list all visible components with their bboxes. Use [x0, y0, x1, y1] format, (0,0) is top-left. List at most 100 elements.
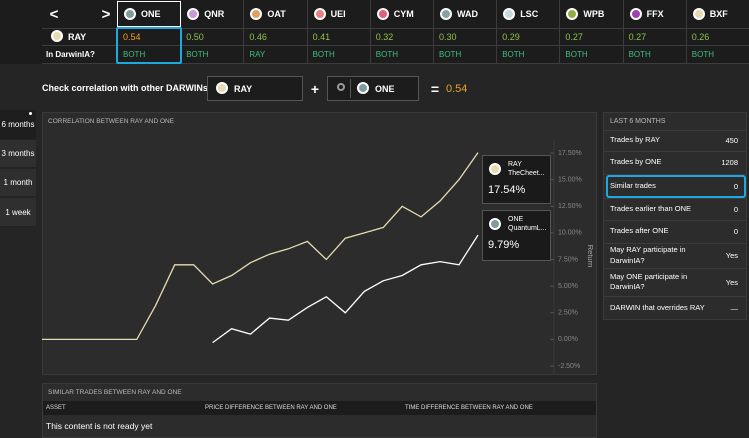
column-divider [559, 0, 561, 64]
y-tick-label: 17.50% [558, 150, 582, 157]
column-divider [433, 0, 434, 64]
column-divider [496, 0, 498, 64]
tooltip-value: 9.79% [488, 239, 520, 251]
period-tab[interactable]: 6 months [0, 110, 36, 140]
darwin-name[interactable]: OAT [267, 9, 286, 19]
panel-title: SIMILAR TRADES BETWEEN RAY AND ONE [48, 388, 182, 396]
correlation-value: 0.50 [186, 31, 204, 42]
column-header: PRICE DIFFERENCE BETWEEN RAY AND ONE [205, 405, 337, 411]
stats-value: — [730, 303, 739, 313]
correlation-value: 0.30 [439, 31, 457, 42]
darwinia-value: BOTH [628, 49, 651, 59]
stats-row-divider [604, 296, 746, 297]
plus: + [310, 80, 320, 97]
active-dot [29, 112, 32, 115]
right-value: ONE [375, 83, 395, 94]
avatar [216, 82, 228, 94]
period-tab[interactable]: 1 month [0, 169, 36, 197]
column-header: TIME DIFFERENCE BETWEEN RAY AND ONE [405, 405, 533, 411]
darwinia-value: RAY [249, 49, 266, 59]
empty-message: This content is not ready yet [46, 421, 153, 431]
row-divider [42, 28, 749, 29]
stats-row-divider [604, 268, 746, 269]
correlation-value: 0.41 [312, 31, 331, 42]
darwin-avatar [250, 8, 263, 20]
next-button[interactable]: > [101, 5, 111, 23]
y-tick-label: 2.50% [558, 310, 578, 317]
stats-value: 450 [725, 136, 738, 145]
darwin-avatar [124, 8, 136, 20]
correlation-value: 0.32 [375, 31, 394, 42]
correlation-value: 0.54 [123, 31, 141, 42]
tooltip-manager: TheCheet... [508, 169, 545, 177]
stats-value: 0 [733, 181, 738, 191]
darwin-avatar [187, 8, 200, 20]
correlation-value: 0.27 [628, 31, 647, 42]
correlation-value: 0.29 [502, 31, 520, 42]
y-tick-label: 0.00% [558, 336, 578, 343]
tooltip-manager: QuantumL... [508, 224, 547, 232]
darwin-name[interactable]: CYM [393, 9, 414, 19]
series-line [212, 234, 479, 344]
row-label: RAY [68, 31, 87, 42]
darwin-avatar [376, 8, 389, 20]
row-label: In DarwinIA? [46, 49, 95, 59]
tooltip-value: 17.54% [488, 184, 526, 196]
darwin-name[interactable]: WAD [457, 9, 478, 19]
column-divider [685, 0, 687, 64]
chart: 17.50% 15.00% 12.50% 10.00% 7.50% 5.00% 2.50% 0… [42, 140, 582, 374]
selected-column [116, 27, 182, 64]
darwin-name[interactable]: BXF [709, 9, 728, 19]
darwinia-value: BOTH [691, 49, 715, 59]
darwin-avatar [692, 8, 705, 20]
prev-button[interactable]: < [49, 5, 59, 23]
table-header [43, 401, 596, 415]
darwin-avatar [440, 8, 452, 20]
column-divider [243, 0, 245, 64]
stats-label: Trades by ONE [610, 157, 662, 167]
darwin-name[interactable]: LSC [520, 9, 539, 19]
darwin-avatar [503, 8, 516, 20]
stats-value: 1208 [721, 158, 738, 167]
stats-value: Yes [725, 251, 738, 260]
darwinia-value: BOTH [375, 49, 399, 59]
avatar [489, 163, 501, 175]
column-header: ASSET [46, 405, 66, 411]
row-divider [42, 45, 749, 46]
stats-row-divider [604, 220, 746, 221]
darwinia-value: BOTH [439, 49, 462, 59]
darwinia-value: BOTH [312, 49, 335, 59]
y-tick-label: -2.50% [558, 363, 580, 370]
stats-label: May ONE participate in DarwinIA? [610, 271, 688, 291]
y-tick-label: 12.50% [558, 203, 582, 210]
column-divider [306, 0, 308, 64]
stats-row-divider [604, 174, 746, 175]
darwin-name[interactable]: WPB [583, 9, 605, 19]
darwinia-value: BOTH [502, 49, 525, 59]
search-divider [350, 79, 351, 98]
highlight-row [606, 175, 746, 198]
stats-value: 0 [733, 204, 738, 214]
period-tab[interactable]: 1 week [0, 198, 36, 227]
stats-row-divider [604, 151, 746, 152]
period-tab[interactable]: 3 months [0, 140, 36, 168]
darwinia-value: BOTH [123, 49, 146, 59]
darwinia-value: BOTH [186, 49, 209, 59]
equals: = [430, 80, 440, 97]
row-divider [42, 63, 749, 64]
avatar [357, 82, 369, 94]
panel-title: CORRELATION BETWEEN RAY AND ONE [48, 117, 175, 125]
darwin-name[interactable]: FFX [646, 9, 664, 19]
correlation-value: 0.46 [249, 31, 267, 42]
darwin-name[interactable]: UEI [330, 9, 346, 19]
stats-title: LAST 6 MONTHS [610, 117, 666, 125]
darwinia-value: BOTH [565, 49, 588, 59]
stats-row-divider [604, 198, 746, 199]
darwin-name[interactable]: ONE [141, 9, 161, 19]
stats-row-divider [604, 130, 746, 131]
tooltip-name: ONE [508, 215, 524, 223]
darwin-avatar [629, 8, 642, 20]
darwin-name[interactable]: QNR [204, 9, 225, 19]
stats-row-divider [604, 243, 746, 244]
